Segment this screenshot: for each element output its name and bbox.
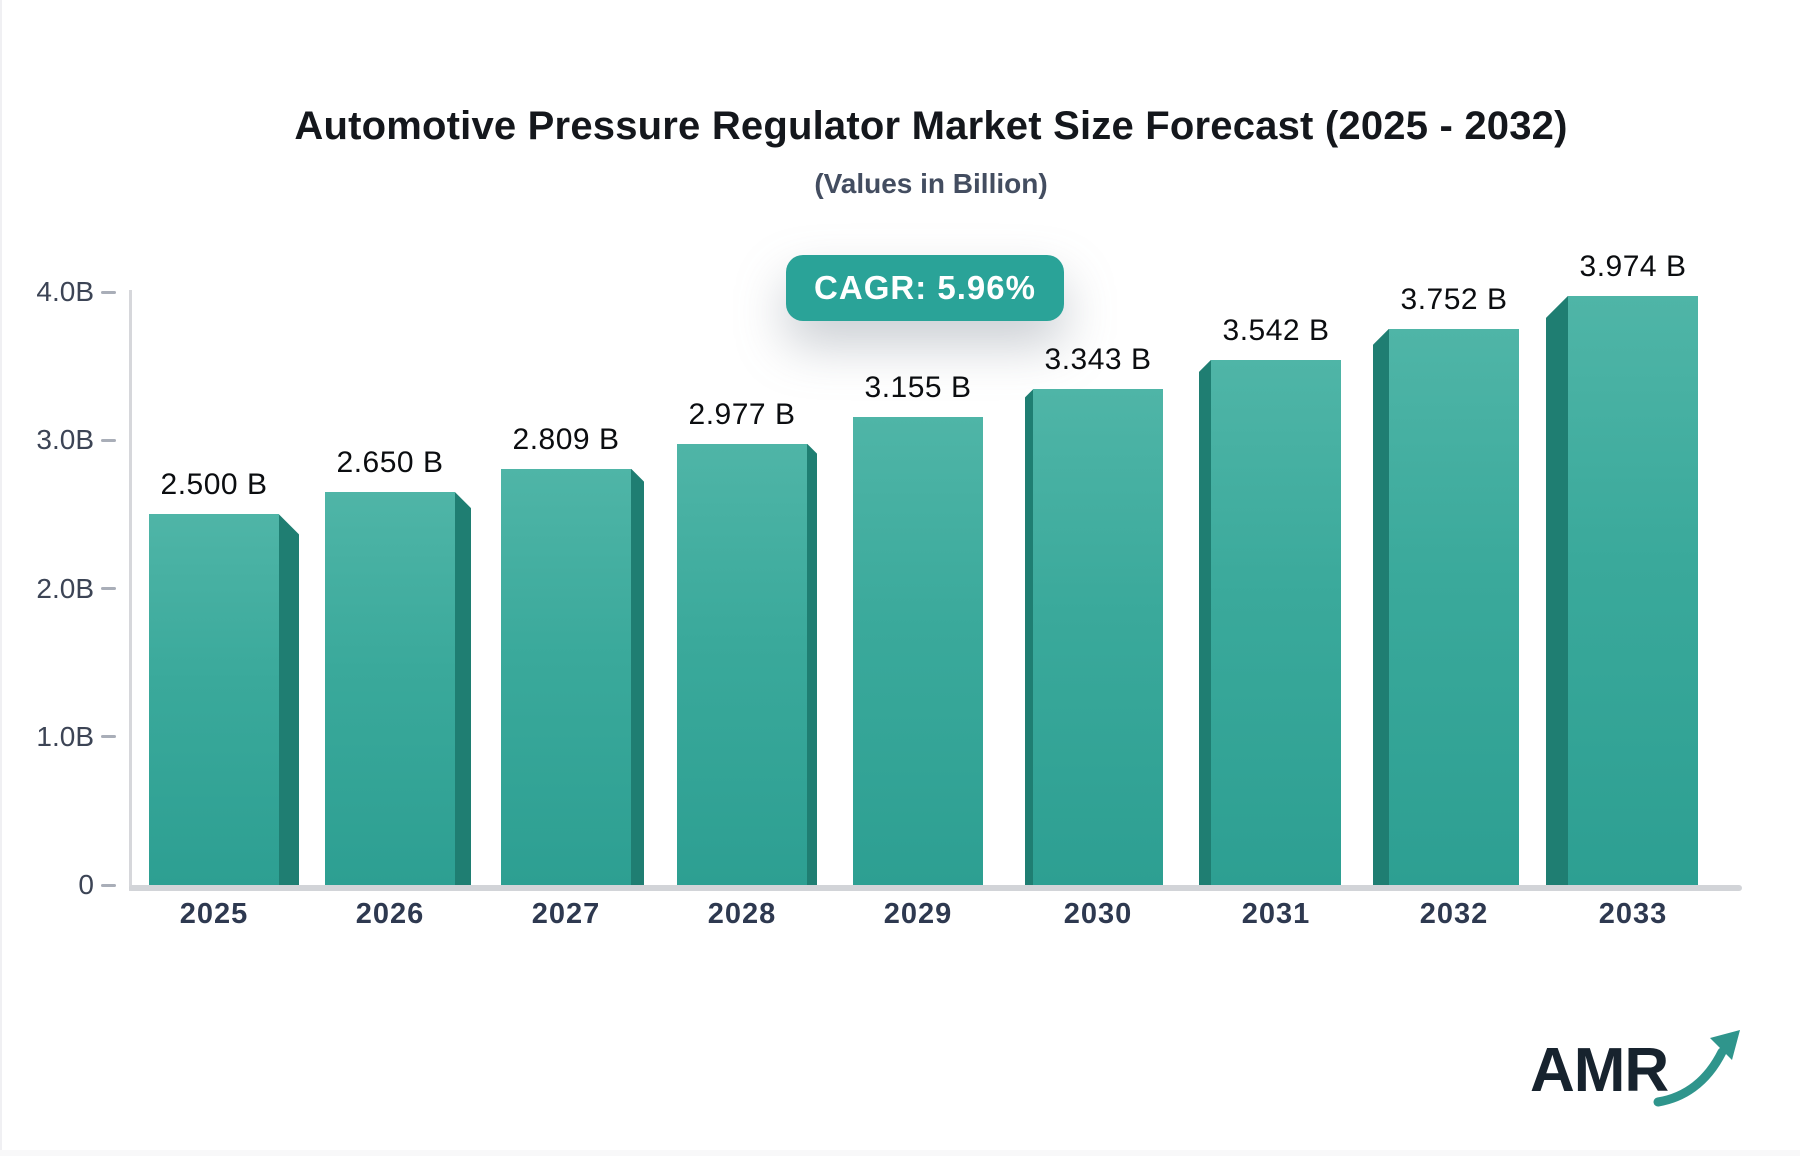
bar-2026 xyxy=(325,492,471,885)
bar-2033 xyxy=(1546,295,1698,885)
amr-logo-text: AMR xyxy=(1530,1036,1669,1105)
y-tick-mark xyxy=(101,290,116,294)
bar-face-2027 xyxy=(501,468,631,885)
x-tick-label-2031: 2031 xyxy=(1241,898,1311,930)
y-tick-label: 0 xyxy=(78,869,94,900)
bar-2025 xyxy=(149,514,299,885)
amr-logo: AMR xyxy=(1530,1030,1748,1110)
growth-arrow-icon xyxy=(1653,1030,1741,1107)
bar-side-2028 xyxy=(807,443,817,885)
x-tick-label-2032: 2032 xyxy=(1419,898,1489,930)
bar-side-2027 xyxy=(631,468,644,885)
cagr-badge: CAGR: 5.96% xyxy=(786,255,1064,321)
bar-face-2029 xyxy=(853,417,983,885)
y-tick-mark xyxy=(101,883,116,887)
bar-face-2026 xyxy=(325,492,455,885)
bar-face-2031 xyxy=(1211,359,1341,885)
bar-2029 xyxy=(853,417,983,885)
bar-side-2026 xyxy=(455,492,471,885)
bar-2030 xyxy=(1025,389,1163,885)
x-tick-label-2033: 2033 xyxy=(1598,898,1668,930)
bar-face-2028 xyxy=(677,443,807,885)
bar-2032 xyxy=(1373,328,1519,885)
bar-face-2025 xyxy=(149,514,279,885)
bar-2028 xyxy=(677,443,817,885)
value-label-2026: 2.650 B xyxy=(336,446,444,480)
x-tick-label-2028: 2028 xyxy=(707,898,777,930)
value-label-2030: 3.343 B xyxy=(1044,343,1152,377)
y-tick-label: 2.0B xyxy=(36,572,94,604)
x-tick-label-2029: 2029 xyxy=(883,898,953,930)
bar-side-2032 xyxy=(1373,328,1389,885)
value-label-2031: 3.542 B xyxy=(1222,313,1330,347)
x-axis-baseline xyxy=(129,885,1742,891)
y-tick-mark xyxy=(101,587,116,590)
value-label-2028: 2.977 B xyxy=(688,397,796,431)
value-label-2033: 3.974 B xyxy=(1579,249,1687,283)
bar-2031 xyxy=(1199,359,1341,885)
x-tick-label-2026: 2026 xyxy=(355,898,425,930)
x-tick-label-2030: 2030 xyxy=(1063,898,1133,930)
y-axis-line xyxy=(129,290,132,891)
bar-face-2032 xyxy=(1389,328,1519,885)
value-label-2029: 3.155 B xyxy=(864,371,972,405)
y-tick-mark xyxy=(101,438,116,442)
bar-side-2031 xyxy=(1199,359,1211,885)
y-tick-mark xyxy=(101,735,116,739)
bar-2027 xyxy=(501,468,644,885)
bar-side-2025 xyxy=(279,514,299,885)
value-label-2027: 2.809 B xyxy=(512,422,620,456)
bar-face-2033 xyxy=(1568,295,1698,885)
x-tick-label-2027: 2027 xyxy=(531,898,601,930)
bar-side-2033 xyxy=(1546,295,1568,885)
cagr-badge-label: CAGR: 5.96% xyxy=(814,269,1036,306)
bar-face-2030 xyxy=(1033,389,1163,885)
value-label-2025: 2.500 B xyxy=(160,468,268,502)
y-tick-label: 1.0B xyxy=(36,720,94,752)
y-tick-label: 3.0B xyxy=(36,424,94,456)
bar-side-2030 xyxy=(1025,389,1033,885)
chart-subtitle: (Values in Billion) xyxy=(814,168,1048,199)
x-tick-label-2025: 2025 xyxy=(179,898,249,930)
y-tick-label: 4.0B xyxy=(36,276,94,307)
chart-title: Automotive Pressure Regulator Market Siz… xyxy=(294,104,1568,148)
value-label-2032: 3.752 B xyxy=(1400,282,1508,316)
